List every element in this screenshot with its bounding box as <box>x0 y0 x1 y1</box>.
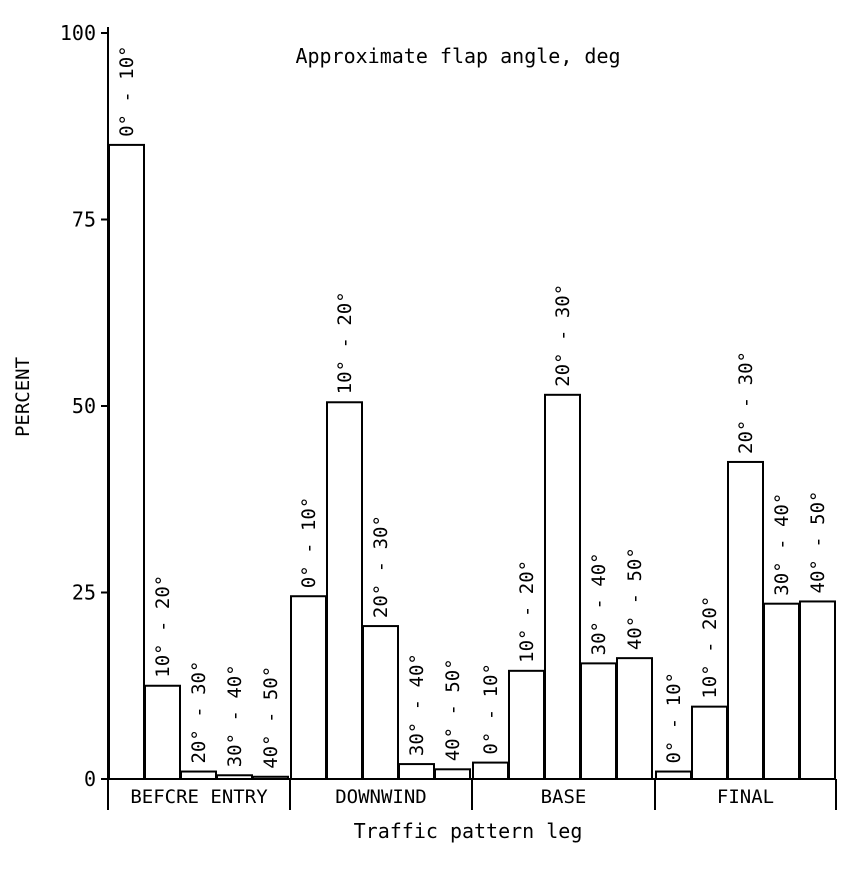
bar <box>180 770 217 780</box>
bar-label: 10° - 20° <box>516 560 538 663</box>
bar <box>799 600 836 781</box>
bar <box>144 684 181 780</box>
bar <box>616 657 653 781</box>
bar <box>290 595 327 780</box>
bar <box>362 625 399 780</box>
y-tick-label: 0 <box>84 767 96 791</box>
bar-label: 0° - 10° <box>116 45 138 137</box>
group-label: BEFCRE ENTRY <box>130 786 268 808</box>
bar-label: 30° - 40° <box>771 493 793 596</box>
bar-label: 10° - 20° <box>152 575 174 678</box>
y-axis-label: PERCENT <box>12 357 34 437</box>
group-label: BASE <box>541 786 587 808</box>
bar <box>580 662 617 780</box>
chart-title: Approximate flap angle, deg <box>295 44 620 68</box>
bar <box>763 602 800 780</box>
group-label: DOWNWIND <box>335 786 427 808</box>
bar-label: 40° - 50° <box>807 490 829 593</box>
bar-label: 40° - 50° <box>624 547 646 650</box>
group-labels: BEFCRE ENTRY DOWNWIND BASE FINAL <box>130 786 774 808</box>
bar-label: 10° - 20° <box>699 596 721 699</box>
bar-label: 20° - 30° <box>552 284 574 387</box>
bar-labels: 0° - 10° 10° - 20° 20° - 30° 30° - 40° 40° -… <box>116 45 829 768</box>
y-tick-label: 75 <box>72 208 96 232</box>
bar <box>216 774 253 781</box>
group-label: FINAL <box>717 786 774 808</box>
bar <box>727 460 764 780</box>
bar <box>108 143 145 780</box>
bar-label: 20° - 30° <box>735 351 757 454</box>
bar <box>655 770 692 780</box>
bars <box>108 143 836 781</box>
bar <box>434 768 471 781</box>
bar-label: 40° - 50° <box>260 666 282 769</box>
bar-label: 0° - 10° <box>480 663 502 755</box>
x-axis-label: Traffic pattern leg <box>354 819 583 843</box>
bar <box>326 401 363 780</box>
bar <box>691 705 728 780</box>
bar-label: 10° - 20° <box>334 291 356 394</box>
bar-label: 30° - 40° <box>224 664 246 767</box>
y-tick-label: 25 <box>72 581 96 605</box>
bar <box>252 775 289 781</box>
bar <box>398 763 435 781</box>
bar <box>472 761 509 781</box>
bar-label: 0° - 10° <box>663 672 685 764</box>
y-tick-label: 100 <box>60 21 96 45</box>
bar-label: 30° - 40° <box>406 653 428 756</box>
bar-label: 20° - 30° <box>188 661 210 764</box>
bar <box>508 669 545 781</box>
bar <box>544 393 581 780</box>
bar-label: 30° - 40° <box>588 552 610 655</box>
bar-label: 40° - 50° <box>442 658 464 761</box>
y-tick-label: 50 <box>72 394 96 418</box>
bar-label: 0° - 10° <box>298 497 320 589</box>
bar-label: 20° - 30° <box>370 515 392 618</box>
